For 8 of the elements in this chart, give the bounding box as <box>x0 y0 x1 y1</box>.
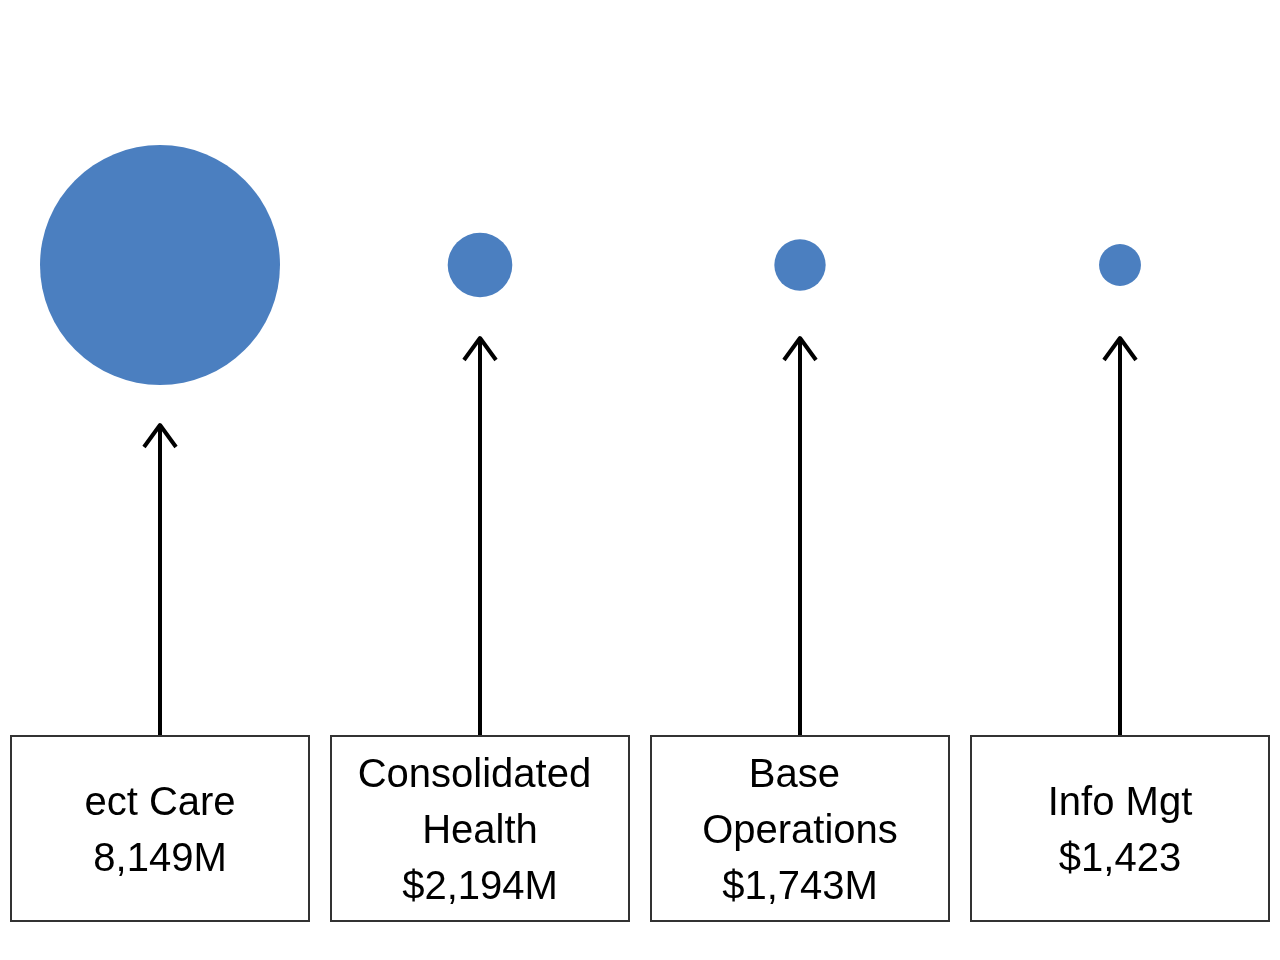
data-label: 8,149M <box>93 833 227 881</box>
data-label: $1,743M <box>722 861 878 909</box>
category-label: Consolidated Health <box>357 750 603 851</box>
category-label: Base Operations <box>702 750 898 851</box>
data-label: $2,194M <box>402 861 558 909</box>
data-label: $1,423 <box>1058 833 1182 881</box>
category-label: ect Care <box>84 778 236 823</box>
category-label: Info Mgt <box>1047 778 1193 823</box>
